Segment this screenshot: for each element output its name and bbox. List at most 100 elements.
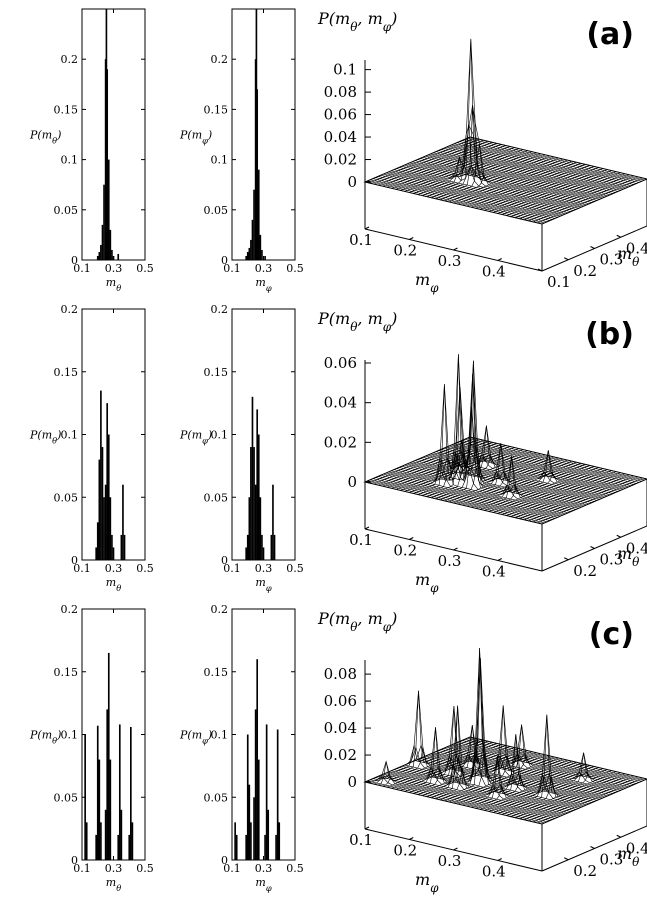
hist-theta-bar <box>107 652 110 860</box>
surface-mesh-line <box>479 164 586 210</box>
hist-theta-bar <box>123 534 126 560</box>
hist-theta-bar <box>106 709 109 860</box>
surface-mesh-line <box>488 766 595 812</box>
surface-xtick-mark <box>497 858 502 861</box>
hist-theta-bar <box>122 484 124 560</box>
hist-theta-xtick-label: 0.3 <box>105 562 123 575</box>
surface-mesh-line <box>528 475 634 522</box>
surface-mesh-line <box>502 169 608 215</box>
surface-mesh-line <box>386 442 493 488</box>
surface-mesh-line <box>404 746 510 792</box>
hist-theta-xtick-label: 0.1 <box>73 562 91 575</box>
surface-mesh-line <box>462 459 568 506</box>
surface-ytick-mark <box>616 234 621 238</box>
surface-mesh-line <box>532 476 639 523</box>
hist-theta-bar <box>131 822 134 860</box>
panel-label: (b) <box>585 317 634 352</box>
surface-xtick-label: 0.4 <box>482 563 506 581</box>
hist-theta-ytick-label: 0.05 <box>54 204 79 217</box>
hist-theta-bar <box>103 184 105 260</box>
hist-theta-ytick-label: 0.15 <box>54 366 79 379</box>
surface-ytick-label: 0.4 <box>626 239 647 257</box>
surface-ztick-label: 0.04 <box>324 128 357 146</box>
hist-theta-frame <box>81 608 146 861</box>
hist-phi-xlabel: mφ <box>255 276 271 293</box>
surface-mesh-line <box>510 771 617 817</box>
hist-theta-bar <box>117 253 120 260</box>
surface-mesh-line <box>457 758 564 805</box>
surface-ytick-label: 0.3 <box>600 851 624 869</box>
surface-mesh-line <box>466 760 572 807</box>
surface-mesh-line <box>369 437 475 484</box>
surface-ytick-label: 0.4 <box>626 539 647 557</box>
surface-xtick-label: 0.2 <box>393 542 417 560</box>
hist-phi-xtick-label: 0.1 <box>223 262 241 275</box>
hist-phi-bar <box>254 484 257 560</box>
hist-theta-ytick-label: 0.2 <box>61 53 79 66</box>
surface-mesh-line <box>484 165 590 211</box>
hist-theta-frame <box>81 308 146 561</box>
surface-mesh-line <box>435 658 541 800</box>
hist-phi-bar <box>248 497 251 560</box>
surface-mesh-line <box>524 474 630 521</box>
surface-mesh-line <box>417 749 524 795</box>
surface-xtick-mark <box>364 526 370 530</box>
surface-ytick-mark <box>590 846 595 849</box>
hist-theta-xtick-label: 0.1 <box>73 262 91 275</box>
surface-mesh-line <box>386 142 493 188</box>
surface-mesh-line <box>400 445 506 491</box>
surface-xlabel: mφ <box>415 270 439 295</box>
surface-mesh-line <box>541 178 647 225</box>
hist-phi-frame <box>231 608 296 861</box>
surface-mesh-line <box>493 167 599 213</box>
hist-phi-xtick-label: 0.5 <box>286 262 304 275</box>
surface-ztick-label: 0.02 <box>324 746 357 764</box>
surface-ztick-label: 0.06 <box>324 692 357 710</box>
surface-mesh-line <box>435 105 541 200</box>
surface-xtick-mark <box>453 847 458 851</box>
hist-theta-bar <box>103 497 105 560</box>
hist-phi-ytick-label: 0.05 <box>204 204 229 217</box>
surface-ytick-mark <box>564 857 569 861</box>
panel-b: 00.050.10.150.20.1 0.3 0.5P(mθ)mθ00.050.10… <box>29 303 647 595</box>
hist-theta-bar <box>98 459 101 560</box>
surface-mesh-line <box>541 778 647 825</box>
surface-ytick-mark <box>590 546 595 549</box>
hist-phi-bar <box>253 797 255 860</box>
hist-theta-bar <box>128 834 131 860</box>
surface-xlabel: mφ <box>415 870 439 895</box>
panel-c: 00.050.10.150.20.1 0.3 0.5P(mθ)mθ00.050.10… <box>29 603 647 895</box>
hist-theta-ylabel: P(mθ) <box>29 129 61 146</box>
hist-theta-bar <box>100 390 102 560</box>
hist-phi-ytick-label: 0.15 <box>204 666 229 679</box>
surface-xtick-label: 0.4 <box>482 263 506 281</box>
hist-theta-bar <box>95 547 97 560</box>
surface-mesh-line <box>479 450 586 510</box>
surface-mesh-line <box>391 443 497 489</box>
surface-ytick-mark <box>616 534 621 538</box>
hist-theta-ylabel: P(mθ) <box>29 429 61 446</box>
hist-phi-ytick-label: 0 <box>221 854 228 867</box>
hist-phi-ytick-label: 0.15 <box>204 103 229 116</box>
surface-mesh-line <box>497 468 603 514</box>
surface-mesh-line <box>506 170 612 216</box>
panel-a: 00.050.10.150.20.1 0.3 0.5P(mθ)mθ00.050.10… <box>29 8 647 295</box>
hist-phi-bar <box>264 834 266 860</box>
surface-mesh-line <box>524 774 630 821</box>
surface-xtick-label: 0.1 <box>349 531 373 549</box>
hist-theta-xtick-label: 0.5 <box>136 562 154 575</box>
hist-phi-xtick-label: 0.1 <box>223 862 241 875</box>
hist-theta-ytick-label: 0 <box>71 854 78 867</box>
surface-xtick-mark <box>409 237 414 240</box>
hist-theta-xlabel: mθ <box>106 276 121 293</box>
surface-mesh-line <box>391 143 497 189</box>
surface-mesh-line <box>440 406 546 501</box>
surface-mesh-line <box>431 705 537 799</box>
surface-mesh-line <box>484 465 590 511</box>
surface-xtick-mark <box>453 547 458 551</box>
surface-ytick-mark <box>564 257 569 261</box>
hist-theta-bar <box>101 224 104 260</box>
hist-theta-bar <box>98 251 101 260</box>
surface-title: P(mθ, mφ) <box>317 9 397 34</box>
surface-mesh-line <box>510 471 617 517</box>
